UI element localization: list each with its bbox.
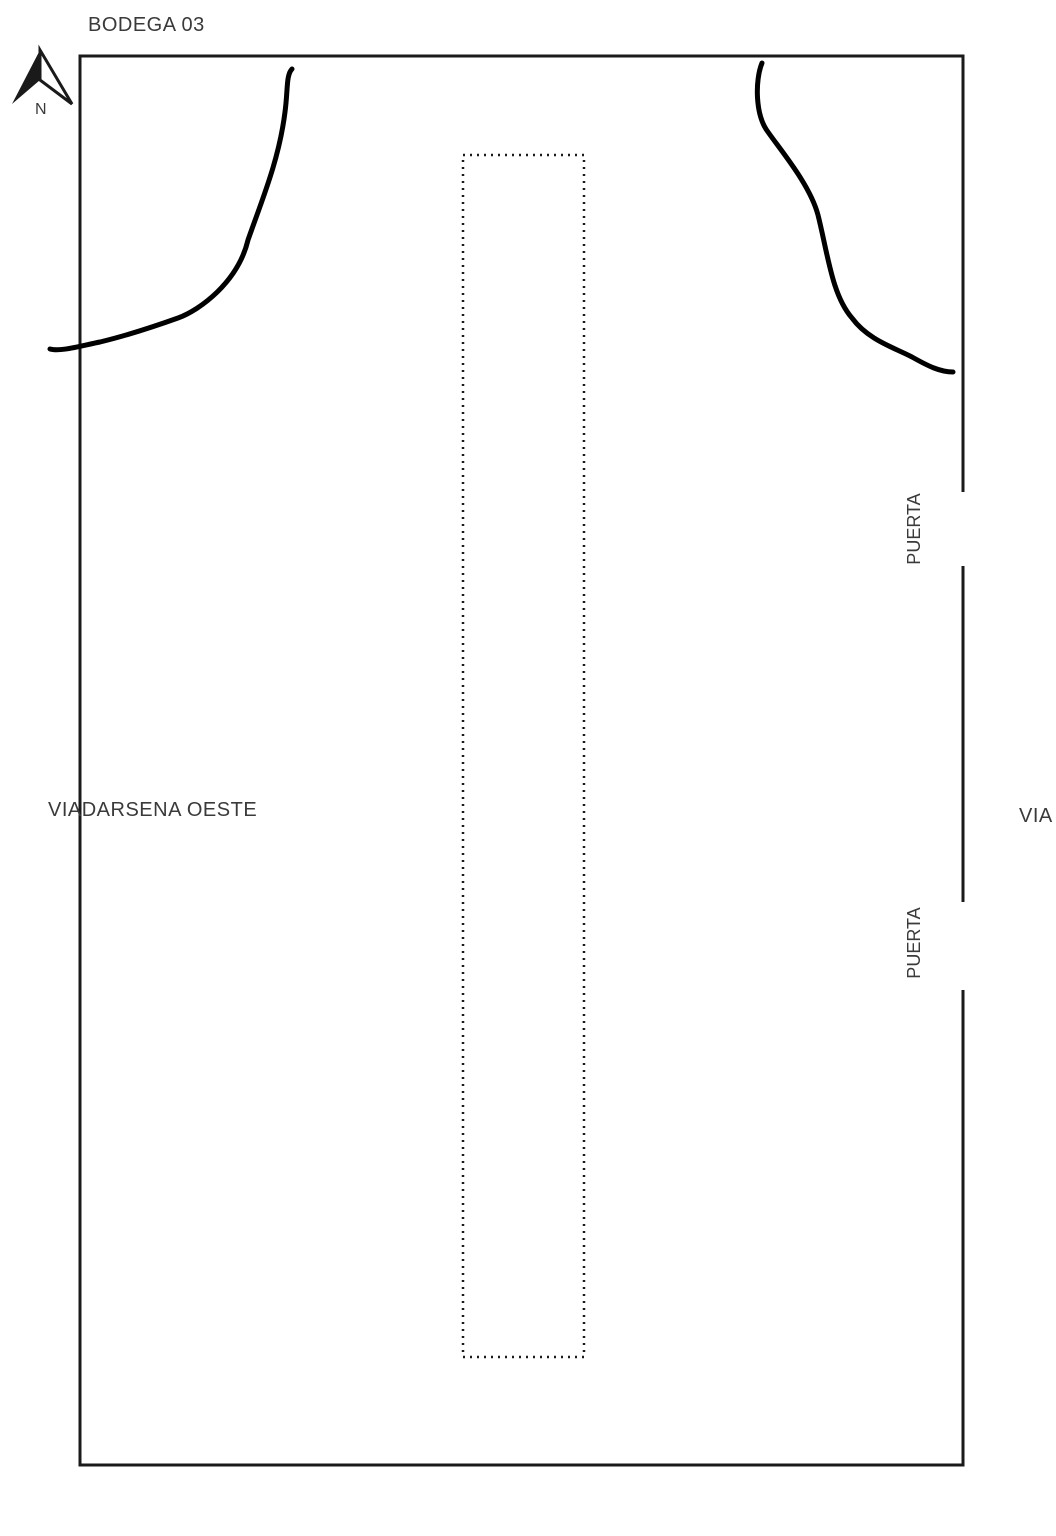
door-label-south: PUERTA xyxy=(904,907,924,979)
storage-area-dotted xyxy=(461,153,586,1359)
handdrawn-curve-left xyxy=(47,66,295,353)
road-label-east: VIA xyxy=(1019,805,1053,827)
plan-title: BODEGA 03 xyxy=(88,14,205,36)
handdrawn-curve-right xyxy=(754,60,956,375)
door-label-north: PUERTA xyxy=(904,493,924,565)
north-arrow-icon xyxy=(12,44,74,106)
north-label: N xyxy=(35,101,48,118)
road-label-west: VIADARSENA OESTE xyxy=(48,799,258,821)
building-outline xyxy=(78,54,965,1467)
